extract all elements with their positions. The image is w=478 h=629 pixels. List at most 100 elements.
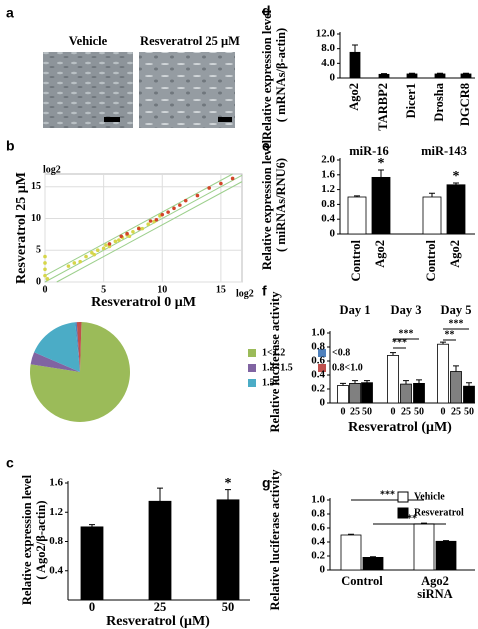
error-bar — [348, 533, 354, 535]
y-axis-label: ( Ago2/β-actin) — [34, 500, 48, 579]
bar — [337, 385, 349, 404]
bar-label: 50 — [414, 406, 424, 417]
y-tick-label: 0 — [330, 228, 336, 240]
bar-label: 0 — [441, 406, 446, 417]
bar — [413, 523, 435, 571]
y-tick-label: 4.0 — [321, 57, 335, 69]
panel-letter: g — [262, 475, 271, 491]
y-tick-label: 1.6 — [49, 477, 63, 489]
label-line: siRNA — [417, 587, 452, 601]
x-tick-label: 0 — [43, 284, 48, 295]
pie-slice — [34, 322, 80, 372]
bar-label: Control — [424, 239, 438, 281]
point — [107, 244, 112, 249]
y-axis-label: Relative luciferase activity — [268, 469, 282, 611]
error-bar — [225, 489, 231, 500]
point — [113, 239, 118, 244]
bar — [460, 73, 472, 79]
bar — [148, 500, 172, 601]
point — [160, 212, 165, 217]
error-bar — [429, 192, 435, 197]
bar-label: 0 — [391, 406, 396, 417]
bar-label: 50 — [464, 406, 474, 417]
bar — [361, 382, 373, 404]
panel-letter: e — [262, 138, 270, 154]
y-axis-label: Relative expression level — [20, 474, 34, 605]
point — [72, 261, 77, 265]
bar — [216, 499, 240, 601]
error-bar — [409, 72, 415, 74]
y-tick-label: 0.2 — [311, 550, 325, 562]
legend-label: 0.8<1.0 — [332, 362, 363, 373]
point — [104, 243, 108, 247]
point — [78, 259, 82, 264]
category-label: Day 1 — [340, 303, 371, 317]
pie-slice — [75, 322, 80, 372]
bar-label: 50 — [362, 406, 372, 417]
point — [219, 181, 223, 186]
bar-label: Ago2 — [448, 240, 462, 268]
bar — [349, 382, 361, 404]
point — [66, 264, 71, 268]
x-tick-label: 10 — [157, 284, 167, 295]
legend-swatch — [248, 349, 256, 357]
legend-swatch — [248, 379, 256, 387]
category-label: 25 — [154, 600, 167, 614]
label-line: Control — [341, 574, 383, 588]
error-bar — [352, 380, 358, 384]
bar — [347, 196, 367, 235]
y-tick-label: 1.6 — [321, 168, 335, 180]
error-bar — [364, 380, 370, 383]
significance: *** — [402, 513, 417, 524]
category-label: Day 5 — [441, 303, 472, 317]
panel-letter: f — [262, 283, 267, 299]
point — [95, 248, 100, 253]
error-bar — [437, 72, 443, 74]
scale-bar — [104, 117, 120, 122]
legend-swatch — [397, 491, 409, 503]
point — [107, 242, 112, 246]
point — [43, 267, 47, 272]
category-label: Day 3 — [391, 303, 422, 317]
error-bar — [390, 352, 396, 356]
error-bar — [340, 382, 346, 386]
y-tick-label: 15 — [31, 181, 41, 192]
legend-label: 1.2<1.5 — [262, 362, 293, 373]
bar — [406, 73, 418, 79]
bar — [435, 540, 457, 571]
micrograph — [139, 52, 235, 128]
bar — [371, 176, 391, 235]
bar — [463, 385, 475, 404]
point — [127, 234, 132, 239]
fold-line — [44, 173, 233, 277]
category-label: DGCR8 — [458, 83, 472, 126]
point — [207, 186, 211, 190]
y-tick-label: 1.0 — [311, 327, 325, 339]
point — [43, 273, 47, 278]
y-tick-label: 1.2 — [49, 506, 63, 518]
point — [119, 234, 124, 239]
category-label: 50 — [222, 600, 235, 614]
bar — [362, 557, 384, 571]
y-tick-label: 0 — [320, 564, 326, 576]
bar-label: Control — [349, 239, 363, 281]
significance: * — [225, 476, 232, 491]
point — [92, 252, 97, 257]
error-bar — [463, 72, 469, 74]
y-tick-label: 0.4 — [321, 213, 335, 225]
x-axis-label: Resveratrol 0 μM — [91, 295, 196, 310]
y-tick-label: 0 — [320, 397, 326, 409]
y-tick-label: 0.8 — [311, 508, 325, 520]
y-axis-label: Relative expression level — [260, 139, 274, 270]
legend-swatch — [397, 507, 409, 519]
point — [172, 206, 176, 211]
bar-label: 0 — [341, 406, 346, 417]
bar — [437, 343, 449, 404]
significance: *** — [449, 318, 464, 329]
y-tick-label: 8.0 — [321, 42, 335, 54]
point — [148, 219, 153, 223]
point — [101, 246, 106, 251]
error-bar — [157, 487, 163, 502]
pie-slice — [76, 321, 82, 372]
error-bar — [416, 379, 422, 384]
